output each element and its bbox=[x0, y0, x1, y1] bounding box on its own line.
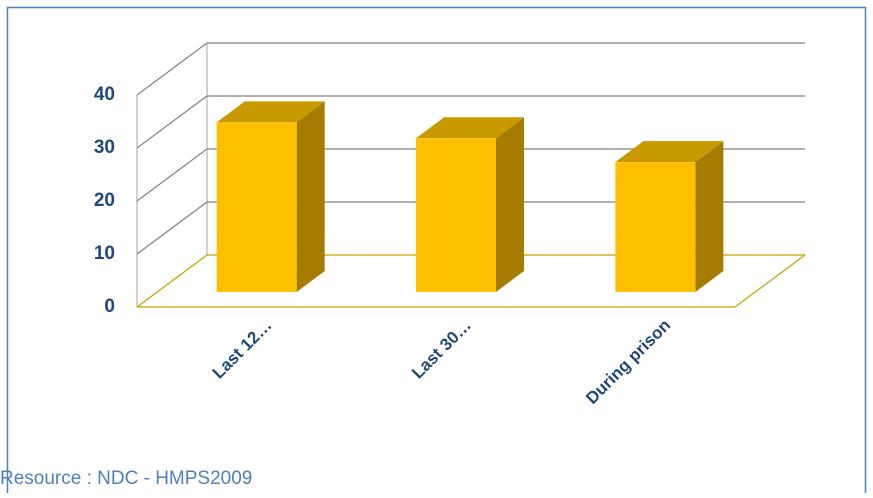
y-tick-label: 10 bbox=[94, 243, 115, 264]
grid-line bbox=[136, 254, 208, 308]
bar bbox=[615, 162, 696, 292]
bar-side bbox=[496, 117, 524, 292]
floor-edge bbox=[734, 254, 806, 308]
bar-side bbox=[695, 141, 724, 292]
bar-side bbox=[296, 101, 325, 293]
grid-line bbox=[136, 42, 208, 96]
bar-top bbox=[216, 101, 325, 123]
grid-line bbox=[136, 95, 208, 149]
bar-top bbox=[615, 141, 724, 163]
y-tick-label: 0 bbox=[104, 296, 115, 317]
grid-line bbox=[136, 201, 208, 255]
bar bbox=[416, 138, 496, 292]
source-note: Resource : NDC - HMPS2009 bbox=[0, 468, 252, 489]
y-tick-label: 40 bbox=[94, 84, 115, 105]
y-tick-label: 20 bbox=[94, 190, 115, 211]
bar bbox=[216, 122, 297, 293]
y-tick-label: 30 bbox=[94, 137, 115, 158]
grid-line bbox=[136, 148, 208, 202]
bar-top bbox=[416, 117, 524, 139]
